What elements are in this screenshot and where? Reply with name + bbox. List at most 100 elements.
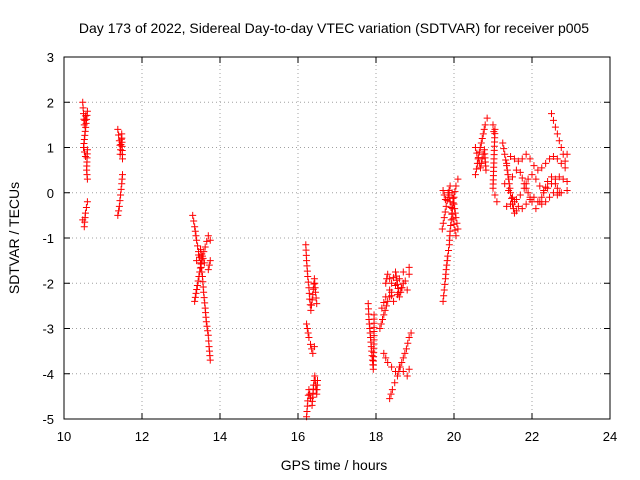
- data-point: [443, 257, 451, 265]
- data-point: [471, 144, 479, 151]
- data-point: [447, 222, 455, 230]
- data-point: [386, 286, 394, 294]
- data-point: [540, 189, 548, 197]
- data-point: [450, 220, 458, 228]
- data-point: [553, 130, 561, 138]
- data-point: [480, 125, 488, 133]
- data-point: [193, 282, 201, 290]
- data-point: [304, 278, 312, 286]
- data-point: [386, 395, 394, 403]
- data-point: [507, 153, 515, 161]
- data-point: [440, 292, 448, 300]
- data-point: [200, 288, 208, 296]
- data-point: [405, 365, 413, 373]
- data-point: [454, 225, 462, 233]
- data-point: [379, 315, 386, 323]
- data-point: [116, 150, 124, 158]
- data-point: [542, 159, 550, 167]
- x-tick-label: 14: [213, 429, 227, 444]
- data-point: [510, 155, 518, 163]
- data-point: [491, 191, 499, 199]
- data-point: [444, 252, 452, 260]
- data-point: [520, 180, 528, 188]
- data-point: [505, 186, 513, 194]
- data-point: [507, 200, 515, 208]
- data-point: [388, 279, 396, 287]
- data-point: [509, 173, 516, 181]
- data-point: [190, 217, 198, 225]
- data-point: [557, 144, 565, 151]
- data-point: [471, 171, 479, 179]
- data-point: [451, 188, 459, 196]
- data-point: [536, 198, 544, 206]
- data-point: [195, 272, 203, 280]
- data-point: [440, 214, 448, 222]
- data-point: [81, 209, 89, 217]
- data-point: [551, 123, 559, 131]
- data-point: [205, 261, 213, 269]
- y-tick-label: 2: [47, 95, 54, 110]
- data-point: [195, 251, 203, 259]
- data-point: [479, 130, 487, 138]
- data-point: [442, 202, 450, 210]
- data-point: [201, 243, 209, 251]
- data-point: [384, 270, 392, 278]
- data-point: [449, 215, 457, 223]
- data-point: [440, 286, 448, 294]
- data-point: [532, 175, 540, 183]
- data-point: [196, 268, 204, 276]
- data-point: [528, 171, 536, 179]
- data-point: [516, 168, 524, 176]
- data-point: [446, 198, 454, 206]
- data-point: [538, 164, 546, 172]
- data-point: [382, 293, 390, 301]
- data-point: [204, 232, 212, 240]
- data-point: [509, 193, 516, 201]
- data-point: [503, 159, 511, 167]
- data-point: [551, 180, 559, 188]
- x-tick-label: 12: [135, 429, 149, 444]
- data-point: [445, 246, 453, 254]
- data-point: [522, 184, 530, 192]
- data-point: [309, 349, 317, 357]
- data-point: [201, 299, 209, 307]
- data-point: [514, 202, 522, 210]
- data-point: [83, 175, 91, 183]
- data-point: [377, 320, 385, 328]
- data-point: [191, 297, 199, 305]
- data-point: [115, 131, 123, 139]
- data-point: [393, 276, 401, 284]
- data-point: [499, 139, 507, 147]
- data-point: [305, 334, 313, 342]
- data-point: [501, 150, 509, 158]
- data-point: [482, 166, 490, 174]
- data-point: [555, 137, 563, 145]
- data-point: [384, 297, 392, 305]
- data-point: [203, 237, 211, 245]
- y-tick-label: 1: [47, 141, 54, 156]
- data-point: [563, 177, 571, 185]
- data-point: [202, 318, 210, 326]
- data-point: [376, 325, 384, 332]
- data-point: [206, 356, 214, 364]
- data-point: [306, 390, 314, 398]
- data-point: [116, 197, 124, 205]
- data-point: [393, 372, 401, 380]
- data-point: [546, 155, 554, 163]
- data-point: [549, 153, 557, 161]
- data-point: [198, 250, 206, 258]
- y-tick-label: -5: [42, 412, 54, 427]
- data-point: [548, 173, 555, 181]
- data-point: [403, 372, 411, 380]
- data-point: [555, 189, 563, 197]
- data-point: [500, 145, 508, 153]
- data-point: [501, 180, 509, 188]
- data-point: [448, 209, 456, 217]
- y-tick-label: -2: [42, 276, 54, 291]
- data-point: [452, 232, 460, 240]
- data-point: [119, 155, 126, 163]
- data-point: [522, 150, 530, 158]
- data-point: [546, 193, 554, 201]
